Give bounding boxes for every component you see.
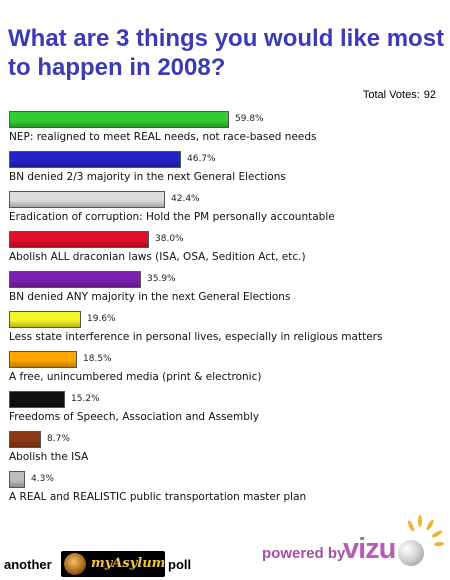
poll-bar bbox=[9, 351, 77, 368]
poll-bar bbox=[9, 151, 181, 168]
vizu-ball-icon bbox=[398, 540, 424, 566]
bar-line: 46.7% bbox=[9, 151, 439, 168]
poll-percent-label: 18.5% bbox=[83, 354, 112, 364]
myasylum-face-icon bbox=[64, 553, 86, 575]
bar-line: 59.8% bbox=[9, 111, 439, 128]
poll-percent-label: 8.7% bbox=[47, 434, 70, 444]
footer-poll-text: poll bbox=[168, 557, 192, 572]
poll-bar bbox=[9, 431, 41, 448]
bar-line: 4.3% bbox=[9, 471, 439, 488]
poll-bar bbox=[9, 231, 149, 248]
poll-option-label: BN denied ANY majority in the next Gener… bbox=[9, 291, 291, 303]
poll-option-label: Abolish the ISA bbox=[9, 451, 89, 463]
poll-percent-label: 42.4% bbox=[171, 194, 200, 204]
vizu-logo-text[interactable]: vizu bbox=[343, 533, 396, 565]
poll-option-row: 35.9% BN denied ANY majority in the next … bbox=[9, 271, 439, 311]
poll-percent-label: 4.3% bbox=[31, 474, 54, 484]
poll-option-row: 46.7% BN denied 2/3 majority in the next … bbox=[9, 151, 439, 191]
total-votes-label: Total Votes: bbox=[362, 89, 420, 101]
poll-percent-label: 38.0% bbox=[155, 234, 184, 244]
myasylum-logo-text: myAsylum bbox=[91, 556, 165, 571]
poll-option-row: 18.5% A free, unincumbered media (print &… bbox=[9, 351, 439, 391]
poll-percent-label: 59.8% bbox=[235, 114, 264, 124]
poll-option-label: Eradication of corruption: Hold the PM p… bbox=[9, 211, 335, 223]
total-votes-count: 92 bbox=[423, 89, 436, 101]
poll-option-row: 59.8% NEP: realigned to meet REAL needs, … bbox=[9, 111, 439, 151]
poll-percent-label: 19.6% bbox=[87, 314, 116, 324]
poll-percent-label: 46.7% bbox=[187, 154, 216, 164]
bar-line: 8.7% bbox=[9, 431, 439, 448]
poll-title: What are 3 things you would like most to… bbox=[8, 25, 445, 81]
poll-option-label: A free, unincumbered media (print & elec… bbox=[9, 371, 262, 383]
bar-line: 19.6% bbox=[9, 311, 439, 328]
poll-option-row: 38.0% Abolish ALL draconian laws (ISA, OS… bbox=[9, 231, 439, 271]
bar-line: 15.2% bbox=[9, 391, 439, 408]
poll-option-row: 19.6% Less state interference in personal… bbox=[9, 311, 439, 351]
bar-line: 35.9% bbox=[9, 271, 439, 288]
poll-bar bbox=[9, 471, 25, 488]
poll-option-row: 42.4% Eradication of corruption: Hold the… bbox=[9, 191, 439, 231]
poll-option-label: Abolish ALL draconian laws (ISA, OSA, Se… bbox=[9, 251, 306, 263]
bar-line: 38.0% bbox=[9, 231, 439, 248]
vizu-rays-icon bbox=[407, 515, 444, 547]
bar-line: 42.4% bbox=[9, 191, 439, 208]
poll-bar bbox=[9, 391, 65, 408]
poll-bar bbox=[9, 311, 81, 328]
poll-option-row: 8.7% Abolish the ISA bbox=[9, 431, 439, 471]
poll-option-row: 4.3% A REAL and REALISTIC public transpor… bbox=[9, 471, 439, 511]
poll-bar bbox=[9, 111, 229, 128]
poll-option-row: 15.2% Freedoms of Speech, Association and… bbox=[9, 391, 439, 431]
poll-option-label: Freedoms of Speech, Association and Asse… bbox=[9, 411, 260, 423]
poll-bar bbox=[9, 271, 141, 288]
poll-bar bbox=[9, 191, 165, 208]
poll-option-label: BN denied 2/3 majority in the next Gener… bbox=[9, 171, 286, 183]
poll-percent-label: 35.9% bbox=[147, 274, 176, 284]
total-votes: Total Votes: 92 bbox=[363, 89, 440, 101]
poll-option-label: A REAL and REALISTIC public transportati… bbox=[9, 491, 307, 503]
poll-option-label: Less state interference in personal live… bbox=[9, 331, 383, 343]
poll-option-label: NEP: realigned to meet REAL needs, not r… bbox=[9, 131, 317, 143]
bar-line: 18.5% bbox=[9, 351, 439, 368]
footer-another-text: another bbox=[4, 557, 52, 572]
poll-percent-label: 15.2% bbox=[71, 394, 100, 404]
myasylum-logo[interactable]: myAsylum bbox=[61, 551, 165, 577]
powered-by-text: powered by bbox=[262, 545, 346, 562]
